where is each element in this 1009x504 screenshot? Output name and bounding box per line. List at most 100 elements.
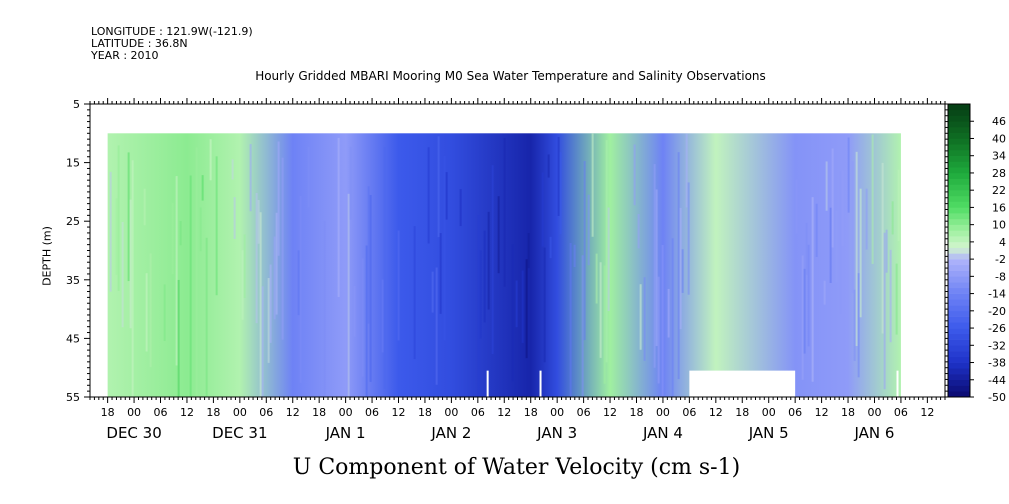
chart-title: Hourly Gridded MBARI Mooring M0 Sea Wate… <box>255 69 766 83</box>
colorbar-label: -50 <box>988 391 1006 404</box>
texture-stripe <box>439 233 442 314</box>
texture-stripe <box>383 146 386 390</box>
colorbar-cell <box>948 328 970 335</box>
y-tick-label: 35 <box>66 274 80 287</box>
y-tick-label: 55 <box>66 391 80 404</box>
texture-stripe <box>491 165 494 354</box>
texture-stripe <box>143 188 146 226</box>
x-date-label: JAN 6 <box>854 424 895 442</box>
missing-data-sliver <box>896 370 899 397</box>
x-date-label: JAN 3 <box>536 424 577 442</box>
texture-stripe <box>643 277 646 361</box>
texture-stripe <box>121 221 124 328</box>
colorbar-cell <box>948 144 970 151</box>
x-hour-label: 18 <box>841 406 855 419</box>
texture-stripe <box>149 253 152 368</box>
colorbar-cell <box>948 356 970 363</box>
texture-stripe <box>891 201 894 235</box>
x-hour-label: 00 <box>339 406 353 419</box>
x-hour-label: 06 <box>788 406 802 419</box>
texture-stripe <box>557 136 560 216</box>
colorbar-cell <box>948 121 970 128</box>
texture-stripe <box>299 195 302 383</box>
texture-stripe <box>795 179 798 234</box>
texture-stripe <box>541 172 544 247</box>
colorbar-label: -32 <box>988 339 1006 352</box>
plot-area <box>89 103 946 398</box>
colorbar-frame <box>947 103 971 398</box>
longitude-label: LONGITUDE : 121.9W(-121.9) <box>91 25 253 38</box>
y-tick-label: 15 <box>66 157 80 170</box>
texture-stripe <box>195 147 198 397</box>
colorbar-cell <box>948 276 970 283</box>
texture-stripe <box>847 137 850 213</box>
colorbar-cell <box>948 195 970 202</box>
texture-stripe <box>591 133 594 237</box>
texture-stripe <box>687 182 690 295</box>
colorbar-label: -38 <box>988 357 1006 370</box>
texture-stripe <box>127 152 130 282</box>
colorbar: 46 40 34 28 22 16 10 4 -2 -8 -14 -20 -26 -32 -38 -44 -50 <box>947 103 1006 404</box>
texture-stripe <box>145 273 148 352</box>
missing-data-regions <box>486 370 917 397</box>
x-hour-label: 12 <box>180 406 194 419</box>
texture-stripe <box>177 279 180 397</box>
missing-data-block <box>689 370 796 397</box>
texture-stripe <box>599 262 602 358</box>
x-hour-label: 06 <box>471 406 485 419</box>
colorbar-cell <box>948 104 970 111</box>
x-date-label: JAN 5 <box>748 424 789 442</box>
texture-stripe <box>257 199 260 244</box>
texture-stripe <box>803 268 806 354</box>
texture-stripe <box>549 236 552 259</box>
texture-stripe <box>369 195 372 382</box>
colorbar-cell <box>948 264 970 271</box>
x-hour-label: 12 <box>392 406 406 419</box>
x-date-label: DEC 30 <box>106 424 161 442</box>
texture-stripe <box>205 237 208 397</box>
texture-stripe <box>241 250 244 320</box>
x-axis-label: U Component of Water Velocity (cm s-1) <box>292 455 741 480</box>
texture-stripe <box>347 193 350 397</box>
texture-stripe <box>573 244 576 267</box>
texture-stripe <box>895 263 898 335</box>
texture-stripe <box>259 212 262 397</box>
x-hour-label: 18 <box>524 406 538 419</box>
texture-stripe <box>367 186 370 324</box>
x-hour-label: 00 <box>656 406 670 419</box>
texture-stripe <box>437 136 440 238</box>
colorbar-label: 16 <box>992 201 1006 214</box>
colorbar-cell <box>948 115 970 122</box>
texture-stripe <box>521 270 524 343</box>
colorbar-cell <box>948 230 970 237</box>
y-tick-label: 25 <box>66 215 80 228</box>
texture-stripe <box>249 144 252 212</box>
x-hour-label: 06 <box>259 406 273 419</box>
x-hour-label: 00 <box>233 406 247 419</box>
missing-data-sliver <box>486 370 489 397</box>
texture-stripe <box>825 161 828 211</box>
x-hour-label: 18 <box>101 406 115 419</box>
texture-stripe <box>233 197 236 239</box>
texture-stripe <box>679 207 682 330</box>
y-tick-label: 45 <box>66 332 80 345</box>
texture-stripe <box>667 288 670 338</box>
texture-stripe <box>435 267 438 385</box>
x-hour-label: 18 <box>735 406 749 419</box>
texture-stripe <box>201 175 204 201</box>
texture-stripe <box>661 244 664 397</box>
colorbar-cell <box>948 282 970 289</box>
texture-stripe <box>261 286 264 397</box>
texture-stripe <box>337 137 340 297</box>
x-hour-label: 00 <box>762 406 776 419</box>
colorbar-cell <box>948 362 970 369</box>
colorbar-cell <box>948 213 970 220</box>
texture-stripe <box>639 284 642 350</box>
texture-stripe <box>215 156 218 296</box>
x-date-label: DEC 31 <box>212 424 267 442</box>
x-hour-label: 12 <box>709 406 723 419</box>
texture-stripe <box>175 176 178 366</box>
colorbar-label: 28 <box>992 167 1006 180</box>
texture-stripe <box>115 198 118 275</box>
texture-stripe <box>515 280 518 328</box>
